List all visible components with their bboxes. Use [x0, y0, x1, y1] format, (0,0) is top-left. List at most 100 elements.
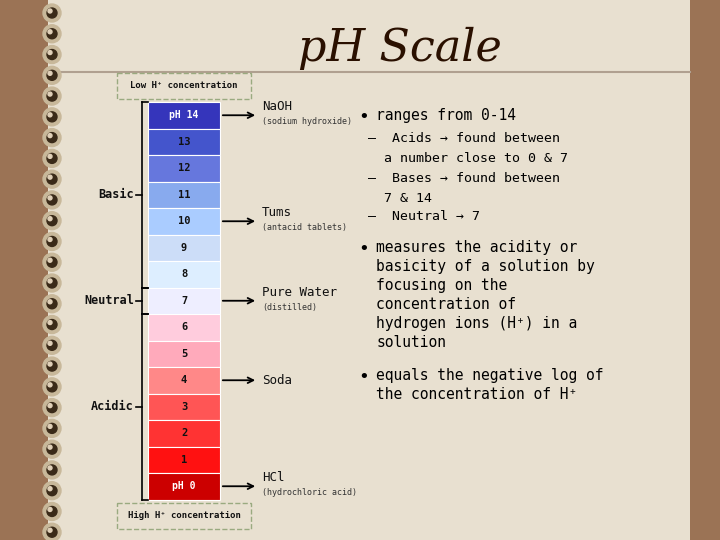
Circle shape: [47, 320, 57, 329]
Circle shape: [43, 191, 61, 209]
Circle shape: [48, 508, 52, 511]
Text: pH 14: pH 14: [169, 110, 199, 120]
Circle shape: [48, 424, 52, 428]
Text: (distilled): (distilled): [262, 303, 317, 312]
Bar: [148, 341, 220, 367]
Circle shape: [48, 30, 52, 34]
Bar: [148, 473, 220, 500]
Text: 9: 9: [181, 243, 187, 253]
Circle shape: [43, 502, 61, 521]
Circle shape: [48, 133, 52, 138]
Circle shape: [43, 274, 61, 292]
Text: –  Acids → found between: – Acids → found between: [368, 132, 560, 145]
Text: Pure Water: Pure Water: [262, 286, 337, 299]
Text: ranges from 0-14: ranges from 0-14: [376, 108, 516, 123]
Bar: [148, 181, 220, 208]
Circle shape: [43, 399, 61, 417]
Text: (sodium hydroxide): (sodium hydroxide): [262, 117, 352, 126]
Text: 11: 11: [178, 190, 190, 200]
Circle shape: [47, 527, 57, 537]
Circle shape: [48, 341, 52, 345]
Circle shape: [43, 461, 61, 479]
Bar: [148, 287, 220, 314]
Bar: [148, 155, 220, 181]
Circle shape: [47, 278, 57, 288]
Bar: [148, 234, 220, 261]
Text: 1: 1: [181, 455, 187, 465]
Circle shape: [43, 45, 61, 64]
Circle shape: [48, 51, 52, 55]
Text: hydrogen ions (H⁺) in a: hydrogen ions (H⁺) in a: [376, 316, 577, 331]
Bar: [148, 447, 220, 473]
Circle shape: [48, 362, 52, 366]
Bar: [148, 102, 220, 129]
Bar: [0, 0, 48, 540]
Circle shape: [43, 295, 61, 313]
Circle shape: [43, 482, 61, 500]
Circle shape: [48, 217, 52, 221]
Circle shape: [43, 66, 61, 84]
Circle shape: [48, 196, 52, 200]
Text: solution: solution: [376, 335, 446, 350]
Circle shape: [47, 29, 57, 39]
Circle shape: [48, 279, 52, 283]
Text: 6: 6: [181, 322, 187, 332]
Circle shape: [48, 113, 52, 117]
Circle shape: [47, 299, 57, 309]
Circle shape: [47, 485, 57, 496]
Bar: [148, 129, 220, 155]
Circle shape: [47, 507, 57, 516]
Circle shape: [47, 257, 57, 267]
Circle shape: [43, 440, 61, 458]
Circle shape: [48, 9, 52, 13]
Circle shape: [43, 315, 61, 334]
Circle shape: [47, 91, 57, 101]
Circle shape: [43, 523, 61, 540]
Circle shape: [43, 420, 61, 437]
Circle shape: [48, 487, 52, 491]
Circle shape: [48, 321, 52, 325]
Text: focusing on the: focusing on the: [376, 278, 508, 293]
Circle shape: [48, 175, 52, 179]
Bar: [48, 0, 690, 540]
Circle shape: [47, 403, 57, 413]
Text: Acidic: Acidic: [91, 400, 134, 413]
Circle shape: [43, 253, 61, 271]
Text: Neutral: Neutral: [84, 294, 134, 307]
Text: NaOH: NaOH: [262, 100, 292, 113]
Circle shape: [47, 174, 57, 184]
Text: •: •: [358, 108, 369, 126]
Text: Soda: Soda: [262, 374, 292, 387]
Circle shape: [43, 232, 61, 251]
Text: equals the negative log of: equals the negative log of: [376, 368, 603, 383]
Text: •: •: [358, 368, 369, 386]
Bar: [148, 208, 220, 234]
Circle shape: [48, 383, 52, 387]
FancyBboxPatch shape: [117, 503, 251, 529]
Text: Tums: Tums: [262, 206, 292, 219]
Text: 12: 12: [178, 163, 190, 173]
Circle shape: [43, 170, 61, 188]
Text: 10: 10: [178, 216, 190, 226]
Circle shape: [47, 382, 57, 392]
Circle shape: [43, 378, 61, 396]
Circle shape: [48, 258, 52, 262]
Text: 3: 3: [181, 402, 187, 411]
Circle shape: [43, 150, 61, 167]
Circle shape: [43, 336, 61, 354]
Text: 2: 2: [181, 428, 187, 438]
Circle shape: [47, 423, 57, 434]
Circle shape: [43, 212, 61, 230]
Text: 5: 5: [181, 349, 187, 359]
Circle shape: [47, 133, 57, 143]
Text: –  Bases → found between: – Bases → found between: [368, 172, 560, 185]
Text: 4: 4: [181, 375, 187, 385]
Text: •: •: [358, 240, 369, 258]
Text: pH Scale: pH Scale: [298, 26, 502, 70]
Circle shape: [48, 403, 52, 408]
Circle shape: [47, 361, 57, 371]
Circle shape: [47, 70, 57, 80]
Text: HCl: HCl: [262, 471, 284, 484]
Circle shape: [47, 153, 57, 164]
Text: High H⁺ concentration: High H⁺ concentration: [127, 511, 240, 520]
